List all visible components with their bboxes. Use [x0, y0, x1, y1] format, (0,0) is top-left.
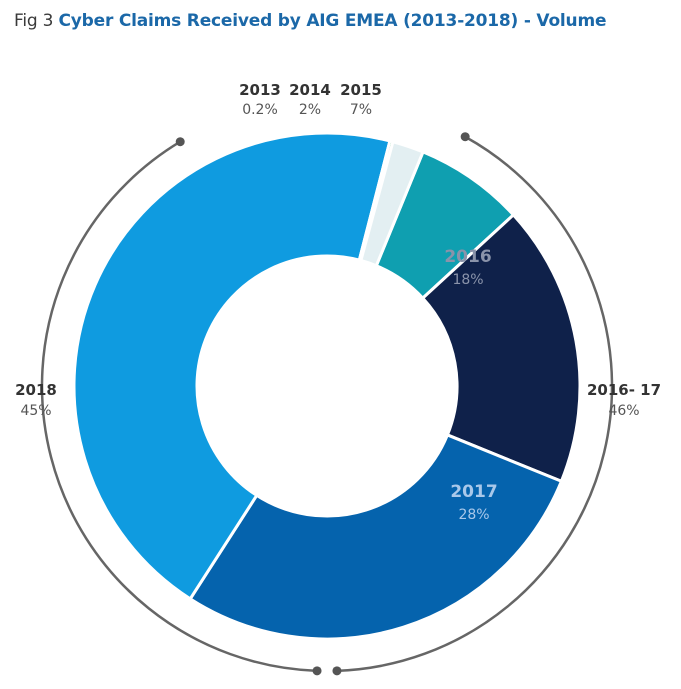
- chart-title: Fig 3 Cyber Claims Received by AIG EMEA …: [14, 11, 607, 31]
- slice-2014: [359, 140, 425, 268]
- slice-label-2017-percent: 28%: [458, 507, 489, 523]
- slice-label-2015-percent: 7%: [350, 102, 372, 118]
- bracket-arc-2018-end-dot: [175, 137, 185, 147]
- figure-number: Fig 3: [14, 11, 54, 31]
- slice-label-2014-year: 2014: [289, 81, 331, 99]
- slice-label-2018-percent: 45%: [20, 403, 51, 419]
- slice-label-2013-percent: 0.2%: [242, 102, 278, 118]
- slice-label-2017-year: 2017: [450, 482, 497, 502]
- slice-2016: [421, 213, 582, 483]
- slice-label-2013-year: 2013: [239, 81, 281, 99]
- bracket-arc-2016-17-start-dot: [460, 132, 470, 142]
- bracket-arc-2018-start-dot: [312, 666, 322, 676]
- slice-label-2018-year: 2018: [15, 381, 57, 399]
- slice-label-2016-year: 2016: [444, 247, 491, 267]
- slice-label-2015-year: 2015: [340, 81, 382, 99]
- group-label-2016-17: 2016- 17: [587, 381, 661, 399]
- slice-label-2014-percent: 2%: [299, 102, 321, 118]
- bracket-arc-2016-17: [336, 135, 614, 673]
- chart-title-main: Cyber Claims Received by AIG EMEA (2013-…: [58, 11, 607, 31]
- bracket-arc-2018: [40, 140, 318, 673]
- slice-2017: [188, 433, 563, 641]
- bracket-arc-2016-17-end-dot: [332, 666, 342, 676]
- slice-label-2016-percent: 18%: [452, 272, 483, 288]
- group-label-2016-17-percent: 46%: [608, 403, 639, 419]
- slice-2018: [72, 131, 392, 601]
